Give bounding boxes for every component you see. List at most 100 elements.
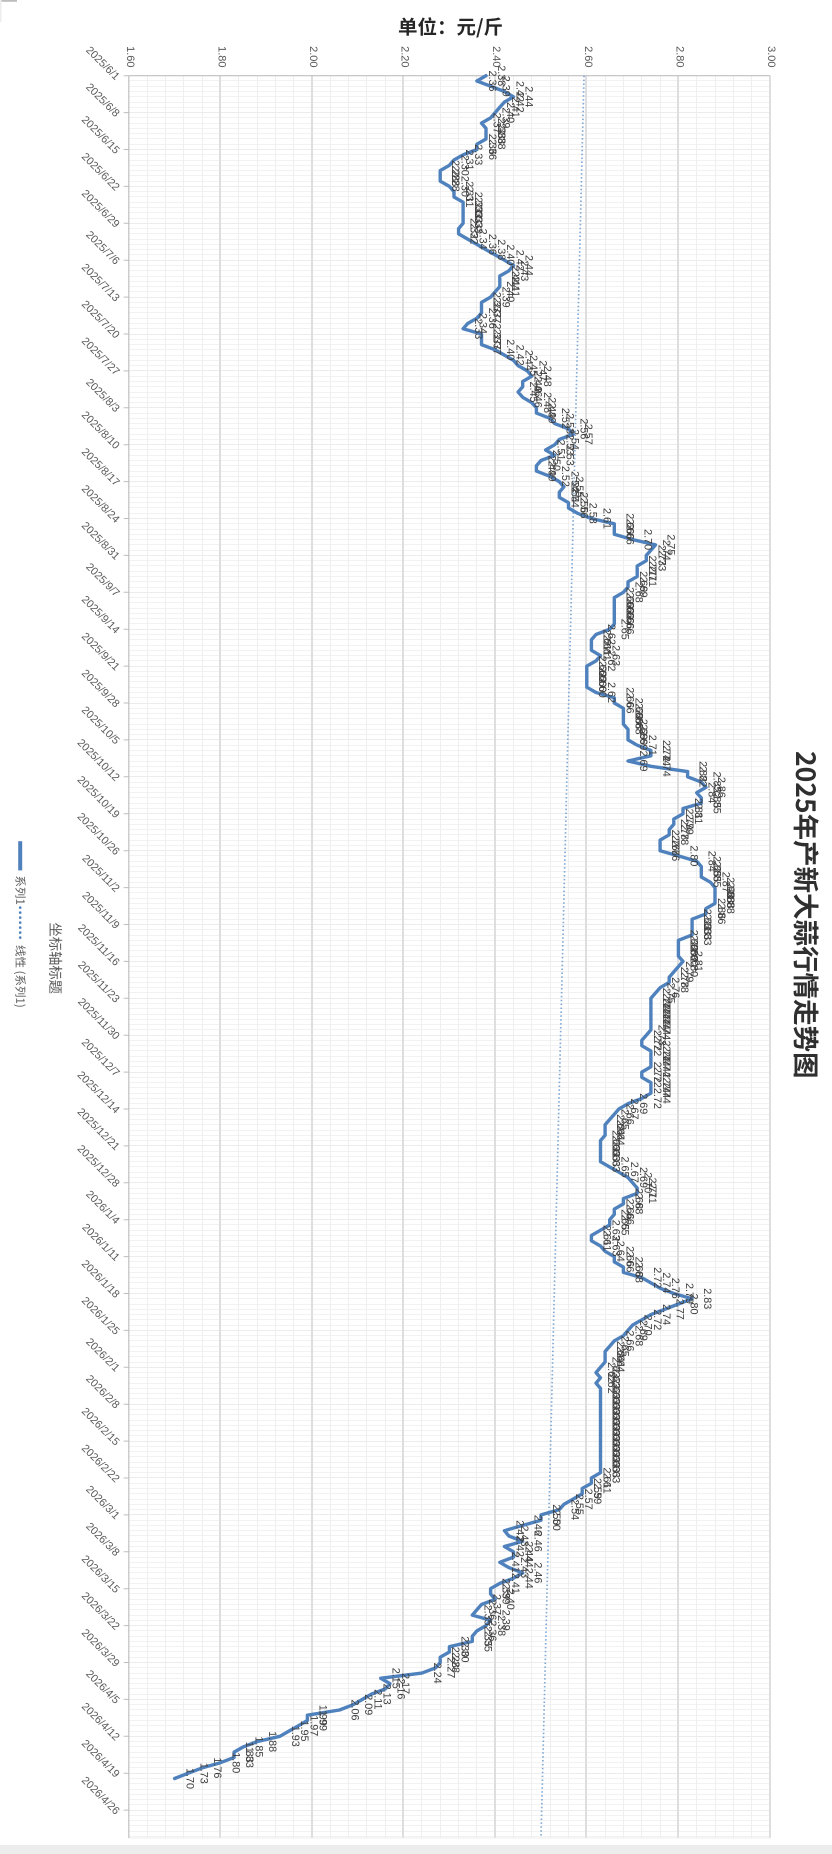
svg-text:2.53: 2.53 <box>564 413 576 434</box>
svg-text:2.63: 2.63 <box>610 1151 622 1172</box>
svg-text:2.75: 2.75 <box>665 982 677 1003</box>
svg-text:2.46: 2.46 <box>532 387 544 408</box>
svg-text:2.64: 2.64 <box>614 1351 626 1372</box>
svg-text:2.17: 2.17 <box>399 1673 411 1694</box>
svg-text:2.66: 2.66 <box>623 1104 635 1125</box>
svg-text:2.60: 2.60 <box>596 677 608 698</box>
svg-text:2.61: 2.61 <box>600 508 612 529</box>
svg-text:2.83: 2.83 <box>701 914 713 935</box>
svg-text:1.76: 1.76 <box>211 1757 223 1778</box>
svg-text:2.41: 2.41 <box>509 271 521 292</box>
svg-text:2.16: 2.16 <box>394 1678 406 1699</box>
svg-text:2.88: 2.88 <box>724 877 736 898</box>
svg-text:2.55: 2.55 <box>573 476 585 497</box>
svg-text:2.79: 2.79 <box>683 808 695 829</box>
svg-text:2.70: 2.70 <box>642 1315 654 1336</box>
svg-text:2.72: 2.72 <box>651 1035 663 1056</box>
svg-text:2.36: 2.36 <box>486 139 498 160</box>
svg-text:2.63: 2.63 <box>610 1357 622 1378</box>
svg-text:2.82: 2.82 <box>697 766 709 787</box>
svg-text:2.76: 2.76 <box>669 1278 681 1299</box>
svg-text:2.33: 2.33 <box>472 197 484 218</box>
svg-text:2.74: 2.74 <box>660 1051 672 1072</box>
svg-text:2.70: 2.70 <box>642 529 654 550</box>
svg-text:2.48: 2.48 <box>541 366 553 387</box>
svg-text:2.59: 2.59 <box>591 1483 603 1504</box>
svg-text:2.73: 2.73 <box>655 550 667 571</box>
svg-text:2.50: 2.50 <box>550 450 562 471</box>
svg-text:2.46: 2.46 <box>532 1515 544 1536</box>
svg-text:2.77: 2.77 <box>674 1299 686 1320</box>
svg-text:2.39: 2.39 <box>500 287 512 308</box>
svg-text:2.46: 2.46 <box>532 376 544 397</box>
svg-text:2.66: 2.66 <box>623 519 635 540</box>
svg-text:2.41: 2.41 <box>509 265 521 286</box>
svg-text:2.34: 2.34 <box>477 229 489 250</box>
svg-text:2.30: 2.30 <box>458 155 470 176</box>
svg-text:2.74: 2.74 <box>660 1046 672 1067</box>
svg-text:3.00: 3.00 <box>765 46 777 67</box>
svg-text:2.33: 2.33 <box>472 318 484 339</box>
svg-text:2.28: 2.28 <box>449 1652 461 1673</box>
svg-text:2.69: 2.69 <box>637 1093 649 1114</box>
svg-text:2.86: 2.86 <box>715 903 727 924</box>
svg-text:2.65: 2.65 <box>619 1336 631 1357</box>
svg-text:2.33: 2.33 <box>472 207 484 228</box>
svg-text:2.74: 2.74 <box>660 1272 672 1293</box>
svg-text:2.66: 2.66 <box>623 687 635 708</box>
svg-text:2.61: 2.61 <box>600 1473 612 1494</box>
svg-text:2.54: 2.54 <box>568 487 580 508</box>
svg-text:2.74: 2.74 <box>660 1004 672 1025</box>
svg-text:2.74: 2.74 <box>660 1304 672 1325</box>
svg-text:2.74: 2.74 <box>660 993 672 1014</box>
svg-text:2.84: 2.84 <box>706 782 718 803</box>
svg-text:2.63: 2.63 <box>610 645 622 666</box>
svg-text:2.81: 2.81 <box>692 951 704 972</box>
svg-text:2.36: 2.36 <box>486 308 498 329</box>
svg-text:2.67: 2.67 <box>628 1098 640 1119</box>
svg-text:1.99: 1.99 <box>316 1705 328 1726</box>
svg-text:2.39: 2.39 <box>500 76 512 97</box>
svg-text:2.51: 2.51 <box>555 439 567 460</box>
svg-text:2.64: 2.64 <box>614 1114 626 1135</box>
svg-text:2.74: 2.74 <box>660 745 672 766</box>
svg-text:2.87: 2.87 <box>720 872 732 893</box>
svg-text:2.43: 2.43 <box>518 260 530 281</box>
svg-text:2.42: 2.42 <box>513 1520 525 1541</box>
svg-text:2.68: 2.68 <box>632 1257 644 1278</box>
svg-text:2.52: 2.52 <box>559 408 571 429</box>
svg-text:2.80: 2.80 <box>687 940 699 961</box>
svg-text:2.39: 2.39 <box>500 1583 512 1604</box>
svg-text:1.80: 1.80 <box>215 46 227 67</box>
svg-text:2.68: 2.68 <box>632 703 644 724</box>
svg-text:2.37: 2.37 <box>491 334 503 355</box>
svg-text:2.83: 2.83 <box>701 909 713 930</box>
svg-text:2.37: 2.37 <box>491 292 503 313</box>
svg-text:2.63: 2.63 <box>610 1141 622 1162</box>
svg-text:2.66: 2.66 <box>623 1246 635 1267</box>
svg-text:2.54: 2.54 <box>568 482 580 503</box>
svg-text:2.36: 2.36 <box>486 1620 498 1641</box>
svg-text:2.31: 2.31 <box>463 181 475 202</box>
svg-text:2.66: 2.66 <box>623 587 635 608</box>
svg-text:2.80: 2.80 <box>687 935 699 956</box>
svg-text:2.76: 2.76 <box>669 835 681 856</box>
svg-text:2.11: 2.11 <box>371 1689 383 1709</box>
svg-text:2.69: 2.69 <box>637 729 649 750</box>
svg-text:2.69: 2.69 <box>637 719 649 740</box>
svg-text:2.68: 2.68 <box>632 582 644 603</box>
svg-text:2.31: 2.31 <box>463 186 475 207</box>
svg-text:2.20: 2.20 <box>399 46 411 67</box>
svg-text:2.72: 2.72 <box>651 1067 663 1088</box>
svg-text:2.43: 2.43 <box>518 1525 530 1546</box>
svg-text:2.30: 2.30 <box>458 1636 470 1657</box>
svg-text:2.37: 2.37 <box>491 1594 503 1615</box>
svg-text:2.71: 2.71 <box>646 1183 658 1204</box>
svg-text:2.63: 2.63 <box>610 1130 622 1151</box>
svg-text:2.52: 2.52 <box>559 466 571 487</box>
svg-text:2.63: 2.63 <box>610 1404 622 1425</box>
svg-text:1.60: 1.60 <box>124 46 136 67</box>
svg-text:2.63: 2.63 <box>610 1388 622 1409</box>
svg-text:2.49: 2.49 <box>545 455 557 476</box>
svg-text:2.74: 2.74 <box>660 740 672 761</box>
